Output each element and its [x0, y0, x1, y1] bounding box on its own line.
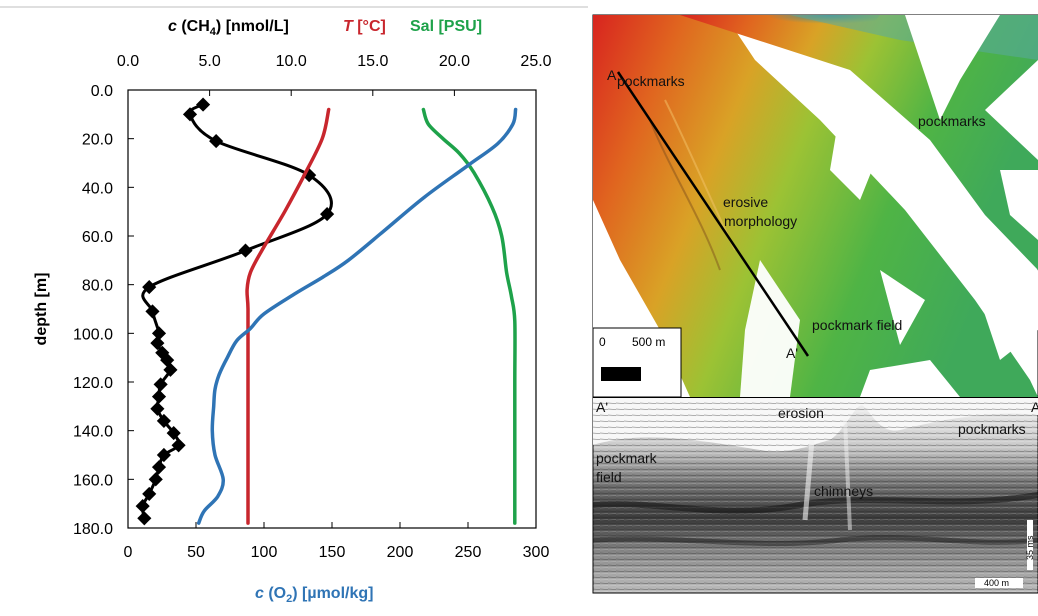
ch4-data-point — [137, 511, 152, 526]
map-label-erosive: erosive — [723, 194, 768, 210]
bottom-tick-label: 300 — [523, 544, 550, 561]
top-axis-label-temp: T [°C] — [343, 18, 386, 35]
ch4-data-point — [320, 207, 335, 222]
profile-label-pockmark: pockmark — [596, 450, 658, 466]
y-tick-label: 180.0 — [73, 521, 113, 538]
ch4-data-point — [156, 413, 171, 429]
top-tick-label: 25.0 — [520, 53, 551, 70]
ch4-data-point — [151, 326, 167, 341]
y-tick-label: 140.0 — [73, 424, 113, 441]
map-scale-zero: 0 — [599, 335, 606, 349]
map-label-pockmarks-2: pockmarks — [918, 113, 986, 129]
map-label-a-prime: A' — [786, 345, 798, 361]
profile-label-a-prime: A' — [596, 399, 608, 415]
profile-vscale: 35 ms — [1025, 535, 1035, 560]
ch4-data-point — [238, 243, 253, 258]
bottom-tick-label: 250 — [455, 544, 482, 561]
ch4-data-point — [171, 438, 186, 453]
y-tick-label: 80.0 — [82, 278, 113, 295]
series-line-o2 — [196, 107, 518, 525]
top-axis-label-sal: Sal [PSU] — [410, 18, 482, 35]
bottom-tick-label: 50 — [187, 544, 205, 561]
top-tick-label: 20.0 — [439, 53, 470, 70]
bottom-tick-label: 200 — [387, 544, 414, 561]
map-label-morphology: morphology — [724, 213, 797, 229]
plot-frame — [127, 89, 537, 529]
y-axis: 0.0 20.0 40.0 60.0 80.0 100.0 120.0 140.0 160.0 1… — [73, 83, 134, 538]
top-tick-label: 0.0 — [117, 53, 139, 70]
y-tick-label: 40.0 — [82, 180, 113, 197]
profile-chart: 0.0 20.0 40.0 60.0 80.0 100.0 120.0 140.0 160.0 1… — [33, 18, 552, 605]
y-tick-label: 60.0 — [82, 229, 113, 246]
ch4-data-point — [153, 377, 168, 392]
y-axis-label: depth [m] — [33, 273, 50, 346]
ch4-data-point — [148, 472, 163, 487]
map-scale-bar — [601, 367, 641, 381]
ch4-data-point — [166, 426, 181, 441]
series-line-ch4 — [141, 103, 333, 520]
bottom-tick-label: 150 — [319, 544, 346, 561]
ch4-data-point — [150, 335, 165, 351]
transect-line — [616, 71, 810, 357]
series-line-sal — [421, 107, 517, 525]
top-axis-label-ch4: c (CH4) [nmol/L] — [168, 18, 289, 38]
bottom-tick-label: 100 — [251, 544, 278, 561]
ch4-data-point — [151, 389, 167, 404]
bottom-axis: 0 50 100 150 200 250 300 — [124, 522, 550, 561]
profile-hscale: 400 m — [984, 578, 1009, 588]
y-tick-label: 0.0 — [91, 83, 113, 100]
map-label-a: A — [607, 67, 617, 83]
profile-label-field: field — [596, 469, 622, 485]
y-tick-label: 20.0 — [82, 132, 113, 149]
ch4-data-point — [145, 304, 160, 319]
ch4-data-point — [142, 280, 157, 295]
map-label-pockmark-field: pockmark field — [812, 317, 902, 333]
top-axis: 0.0 5.0 10.0 15.0 20.0 25.0 — [117, 53, 552, 96]
top-tick-label: 10.0 — [276, 53, 307, 70]
series-layer — [135, 97, 518, 526]
ch4-data-point — [156, 447, 171, 463]
profile-label-chimneys: chimneys — [814, 483, 873, 499]
y-tick-label: 160.0 — [73, 472, 113, 489]
profile-label-erosion: erosion — [778, 405, 824, 421]
ch4-data-point — [135, 499, 150, 514]
ch4-data-point — [151, 460, 167, 475]
ch4-data-point — [196, 97, 211, 112]
map-label-pockmarks-1: pockmarks — [617, 73, 685, 89]
seismic-profile: A' erosion A pockmarks pockmark field ch… — [592, 397, 1038, 594]
bathymetry-map: pockmarks A pockmarks erosive morphology… — [592, 14, 1038, 398]
top-tick-label: 15.0 — [357, 53, 388, 70]
top-tick-label: 5.0 — [198, 53, 220, 70]
bottom-tick-label: 0 — [124, 544, 133, 561]
ch4-data-point — [142, 486, 157, 502]
ch4-data-point — [150, 401, 165, 416]
bottom-axis-label: c (O2) [µmol/kg] — [255, 585, 373, 605]
series-line-temp — [245, 107, 331, 525]
map-scale-box — [592, 327, 682, 398]
profile-label-pockmarks: pockmarks — [958, 421, 1026, 437]
profile-label-a: A — [1031, 399, 1038, 415]
ch4-data-point — [163, 362, 178, 377]
y-tick-label: 100.0 — [73, 326, 113, 343]
ch4-data-point — [209, 134, 224, 149]
y-tick-label: 120.0 — [73, 375, 113, 392]
map-scale-label: 500 m — [632, 335, 665, 349]
